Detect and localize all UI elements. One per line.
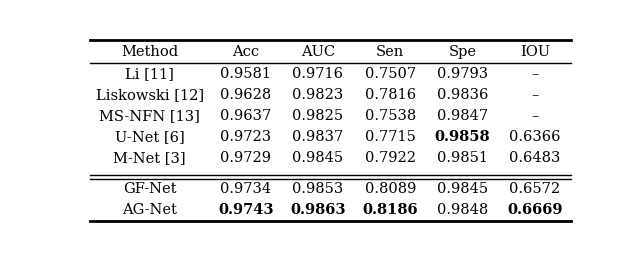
Text: 0.9723: 0.9723 xyxy=(220,130,271,144)
Text: GF-Net: GF-Net xyxy=(123,182,177,196)
Text: 0.9743: 0.9743 xyxy=(218,203,273,217)
Text: 0.9729: 0.9729 xyxy=(220,151,271,165)
Text: 0.9847: 0.9847 xyxy=(437,109,488,123)
Text: AUC: AUC xyxy=(301,45,335,59)
Text: 0.6572: 0.6572 xyxy=(509,182,561,196)
Text: 0.9628: 0.9628 xyxy=(220,88,271,102)
Text: 0.9793: 0.9793 xyxy=(437,67,488,81)
Text: 0.8186: 0.8186 xyxy=(362,203,418,217)
Text: AG-Net: AG-Net xyxy=(122,203,177,217)
Text: M-Net [3]: M-Net [3] xyxy=(113,151,186,165)
Text: U-Net [6]: U-Net [6] xyxy=(115,130,184,144)
Text: 0.9858: 0.9858 xyxy=(435,130,490,144)
Text: Liskowski [12]: Liskowski [12] xyxy=(95,88,204,102)
Text: 0.9823: 0.9823 xyxy=(292,88,344,102)
Text: Li [11]: Li [11] xyxy=(125,67,174,81)
Text: 0.9853: 0.9853 xyxy=(292,182,344,196)
Text: 0.9848: 0.9848 xyxy=(437,203,488,217)
Text: 0.7816: 0.7816 xyxy=(365,88,416,102)
Text: Spe: Spe xyxy=(449,45,477,59)
Text: –: – xyxy=(531,88,539,102)
Text: 0.9837: 0.9837 xyxy=(292,130,344,144)
Text: 0.6366: 0.6366 xyxy=(509,130,561,144)
Text: Sen: Sen xyxy=(376,45,404,59)
Text: 0.9637: 0.9637 xyxy=(220,109,271,123)
Text: 0.7538: 0.7538 xyxy=(365,109,416,123)
Text: Method: Method xyxy=(121,45,179,59)
Text: 0.6669: 0.6669 xyxy=(507,203,563,217)
Text: 0.7507: 0.7507 xyxy=(365,67,416,81)
Text: Acc: Acc xyxy=(232,45,259,59)
Text: 0.9863: 0.9863 xyxy=(290,203,346,217)
Text: 0.9825: 0.9825 xyxy=(292,109,344,123)
Text: 0.9836: 0.9836 xyxy=(437,88,488,102)
Text: 0.9581: 0.9581 xyxy=(220,67,271,81)
Text: MS-NFN [13]: MS-NFN [13] xyxy=(99,109,200,123)
Text: 0.6483: 0.6483 xyxy=(509,151,561,165)
Text: –: – xyxy=(531,109,539,123)
Text: 0.9851: 0.9851 xyxy=(437,151,488,165)
Text: IOU: IOU xyxy=(520,45,550,59)
Text: 0.7715: 0.7715 xyxy=(365,130,416,144)
Text: 0.9845: 0.9845 xyxy=(437,182,488,196)
Text: 0.7922: 0.7922 xyxy=(365,151,416,165)
Text: –: – xyxy=(531,67,539,81)
Text: 0.8089: 0.8089 xyxy=(365,182,416,196)
Text: 0.9845: 0.9845 xyxy=(292,151,344,165)
Text: 0.9734: 0.9734 xyxy=(220,182,271,196)
Text: 0.9716: 0.9716 xyxy=(292,67,344,81)
